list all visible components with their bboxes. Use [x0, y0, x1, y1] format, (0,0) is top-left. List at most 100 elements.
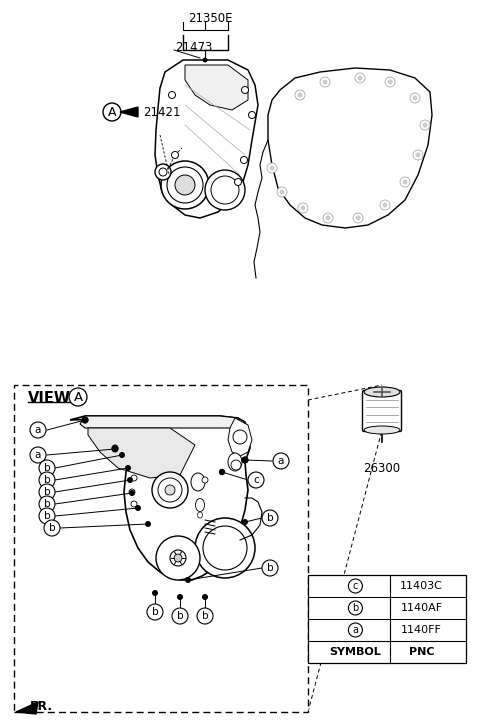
Text: b: b	[152, 607, 158, 617]
Text: a: a	[352, 625, 359, 635]
Ellipse shape	[364, 426, 400, 434]
Circle shape	[205, 170, 245, 210]
Circle shape	[39, 484, 55, 500]
Circle shape	[235, 179, 241, 186]
Circle shape	[127, 477, 133, 483]
Circle shape	[30, 447, 46, 463]
Circle shape	[413, 150, 423, 160]
Circle shape	[249, 112, 255, 119]
Circle shape	[323, 79, 327, 84]
Circle shape	[175, 175, 195, 195]
Text: b: b	[177, 611, 183, 621]
Circle shape	[353, 213, 363, 223]
Circle shape	[320, 77, 330, 87]
Polygon shape	[268, 68, 432, 228]
Text: 21473: 21473	[175, 40, 212, 53]
Polygon shape	[228, 418, 252, 456]
Circle shape	[219, 469, 225, 475]
Circle shape	[233, 430, 247, 444]
Bar	[14, 385, 308, 712]
Circle shape	[156, 536, 200, 580]
Circle shape	[279, 189, 285, 194]
Circle shape	[273, 453, 289, 469]
Circle shape	[39, 460, 55, 476]
Circle shape	[295, 90, 305, 100]
Text: c: c	[353, 581, 358, 591]
Circle shape	[195, 518, 255, 578]
Text: b: b	[44, 475, 50, 485]
Text: a: a	[35, 450, 41, 460]
Circle shape	[420, 120, 430, 130]
Circle shape	[410, 93, 420, 103]
Circle shape	[172, 608, 188, 624]
Circle shape	[323, 213, 333, 223]
Circle shape	[298, 92, 302, 97]
Circle shape	[202, 477, 208, 483]
Circle shape	[39, 496, 55, 512]
Circle shape	[203, 58, 207, 63]
Circle shape	[82, 416, 88, 423]
Polygon shape	[185, 65, 248, 110]
Ellipse shape	[228, 453, 242, 471]
Circle shape	[356, 215, 360, 220]
Ellipse shape	[364, 387, 400, 397]
Circle shape	[262, 510, 278, 526]
Text: PNC: PNC	[409, 647, 434, 657]
Circle shape	[125, 465, 131, 471]
Circle shape	[277, 187, 287, 197]
Circle shape	[131, 475, 137, 481]
Circle shape	[267, 163, 277, 173]
Circle shape	[231, 460, 241, 470]
FancyBboxPatch shape	[362, 390, 401, 431]
Circle shape	[262, 560, 278, 576]
Circle shape	[412, 96, 418, 101]
Circle shape	[422, 122, 428, 127]
Circle shape	[174, 554, 182, 562]
Text: a: a	[278, 456, 284, 466]
Circle shape	[325, 215, 331, 220]
Circle shape	[298, 203, 308, 213]
Circle shape	[147, 604, 163, 620]
Circle shape	[135, 505, 141, 511]
Circle shape	[355, 73, 365, 83]
Circle shape	[400, 177, 410, 187]
Circle shape	[248, 472, 264, 488]
Circle shape	[416, 153, 420, 158]
Text: A: A	[73, 390, 83, 403]
Text: b: b	[44, 511, 50, 521]
Circle shape	[161, 161, 209, 209]
Polygon shape	[16, 702, 38, 714]
Text: b: b	[352, 603, 359, 613]
Circle shape	[129, 489, 135, 495]
Ellipse shape	[195, 498, 204, 511]
Text: A: A	[108, 106, 116, 119]
Circle shape	[103, 103, 121, 121]
Circle shape	[165, 485, 175, 495]
Text: FR.: FR.	[30, 701, 53, 714]
Text: 21421: 21421	[143, 106, 180, 119]
Circle shape	[203, 526, 247, 570]
Text: VIEW: VIEW	[28, 390, 71, 405]
Text: b: b	[44, 487, 50, 497]
Circle shape	[30, 422, 46, 438]
Polygon shape	[80, 416, 240, 428]
Circle shape	[241, 456, 249, 464]
Text: b: b	[48, 523, 55, 533]
Circle shape	[44, 520, 60, 536]
Ellipse shape	[191, 473, 205, 491]
Circle shape	[269, 166, 275, 171]
Circle shape	[39, 508, 55, 524]
Circle shape	[158, 478, 182, 502]
Text: b: b	[202, 611, 208, 621]
Text: 21350E: 21350E	[188, 12, 232, 24]
Circle shape	[82, 416, 88, 423]
Circle shape	[129, 490, 135, 496]
Text: b: b	[44, 499, 50, 509]
Circle shape	[170, 550, 186, 566]
Text: SYMBOL: SYMBOL	[330, 647, 381, 657]
Circle shape	[197, 608, 213, 624]
Circle shape	[358, 76, 362, 81]
Circle shape	[383, 202, 387, 207]
Polygon shape	[155, 60, 258, 218]
Text: b: b	[267, 513, 273, 523]
